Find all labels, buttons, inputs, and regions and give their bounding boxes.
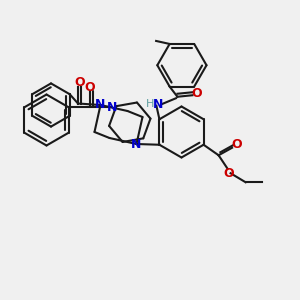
Text: N: N [131, 137, 142, 151]
Text: O: O [192, 87, 202, 100]
Text: O: O [85, 81, 95, 94]
Text: N: N [153, 98, 164, 111]
Text: O: O [224, 167, 234, 180]
Text: O: O [231, 138, 242, 151]
Text: H: H [146, 99, 154, 109]
Text: O: O [74, 76, 85, 89]
Text: N: N [95, 98, 106, 112]
Text: N: N [106, 101, 117, 114]
